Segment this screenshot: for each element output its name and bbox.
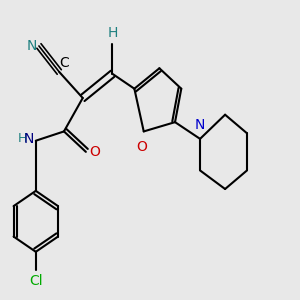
Text: N: N <box>195 118 205 132</box>
Text: H: H <box>18 132 27 146</box>
Text: Cl: Cl <box>29 274 43 288</box>
Text: H: H <box>107 26 118 40</box>
Text: N: N <box>24 132 34 146</box>
Text: N: N <box>27 39 38 53</box>
Text: O: O <box>90 145 101 159</box>
Text: O: O <box>136 140 147 154</box>
Text: C: C <box>59 56 69 70</box>
